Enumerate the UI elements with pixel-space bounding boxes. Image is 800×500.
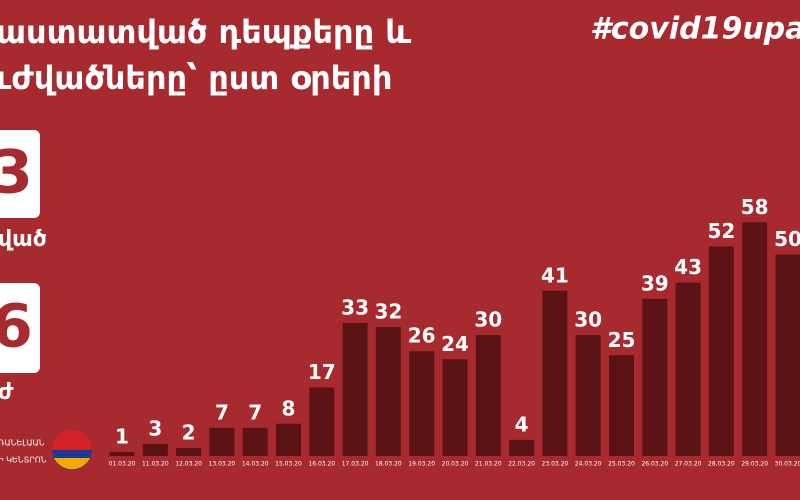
stat-label: ված — [0, 227, 47, 252]
x-tick-label: 23.03.20 — [542, 461, 569, 468]
value-label: 2 — [182, 420, 196, 444]
bar — [708, 246, 734, 456]
bar — [742, 222, 768, 456]
x-tick-label: 26.03.20 — [641, 461, 668, 468]
bar — [375, 327, 401, 456]
x-tick-label: 28.03.20 — [708, 461, 735, 468]
x-tick-label: 14.03.20 — [242, 461, 269, 468]
bar — [542, 290, 568, 456]
logo-text: Ի ԿԵՆՏՐՈՆ — [0, 456, 47, 465]
value-label: 3 — [148, 416, 162, 440]
x-tick-label: 30.03.20 — [775, 461, 800, 468]
stat-number: 3 — [0, 138, 33, 208]
value-label: 43 — [674, 255, 702, 279]
value-label: 26 — [408, 324, 436, 348]
x-tick-label: 20.03.20 — [442, 461, 469, 468]
value-label: 39 — [641, 271, 669, 295]
value-label: 33 — [341, 296, 369, 320]
bar — [609, 355, 634, 456]
x-tick-label: 01.03.20 — [109, 461, 136, 468]
bar — [242, 427, 268, 456]
value-label: 4 — [515, 412, 529, 436]
stat-box — [0, 130, 40, 218]
x-tick-label: 21.03.20 — [475, 461, 502, 468]
x-tick-label: 12.03.20 — [175, 461, 202, 468]
bar — [276, 423, 301, 456]
value-label: 1 — [115, 424, 129, 448]
bar — [309, 387, 335, 456]
bar — [675, 282, 701, 456]
x-tick-label: 17.03.20 — [342, 461, 369, 468]
title-line: աստատված դեպքերը և — [0, 13, 411, 51]
bar — [109, 451, 135, 456]
value-label: 50 — [774, 227, 800, 251]
bar — [442, 359, 468, 456]
value-label: 52 — [707, 219, 735, 243]
value-label: 58 — [741, 195, 769, 219]
bar — [142, 443, 168, 456]
logo — [52, 430, 92, 470]
value-label: 30 — [574, 308, 602, 332]
logo-text: ՌԱՆԵԼԱԱՆ — [0, 439, 45, 448]
x-tick-label: 24.03.20 — [575, 461, 602, 468]
value-label: 41 — [541, 263, 569, 287]
bar — [176, 447, 202, 456]
bar — [209, 427, 235, 456]
value-label: 25 — [608, 328, 636, 352]
x-tick-label: 19.03.20 — [408, 461, 435, 468]
x-tick-label: 16.03.20 — [308, 461, 335, 468]
value-label: 7 — [248, 400, 262, 424]
bar — [509, 439, 535, 456]
stat-number: 6 — [0, 292, 33, 362]
bar — [409, 351, 435, 456]
x-tick-label: 25.03.20 — [608, 461, 635, 468]
stat-label: ժ — [0, 380, 14, 405]
x-tick-label: 13.03.20 — [209, 461, 236, 468]
x-tick-label: 11.03.20 — [142, 461, 169, 468]
value-label: 30 — [474, 308, 502, 332]
bar — [642, 298, 668, 456]
title-line: ւժվածները՝ ըստ օրերի — [0, 59, 392, 97]
value-label: 8 — [282, 396, 296, 420]
value-label: 32 — [374, 300, 402, 324]
value-label: 24 — [441, 332, 469, 356]
bar — [475, 335, 501, 456]
stat-box — [0, 283, 40, 373]
value-label: 7 — [215, 400, 229, 424]
hashtag: #covid19upa — [590, 12, 800, 47]
x-tick-label: 27.03.20 — [675, 461, 702, 468]
bar — [575, 335, 601, 456]
bar — [775, 254, 800, 456]
x-tick-label: 29.03.20 — [741, 461, 768, 468]
x-tick-label: 15.03.20 — [275, 461, 302, 468]
x-tick-label: 22.03.20 — [508, 461, 535, 468]
x-tick-label: 18.03.20 — [375, 461, 402, 468]
value-label: 17 — [308, 360, 336, 384]
bar — [342, 323, 368, 456]
